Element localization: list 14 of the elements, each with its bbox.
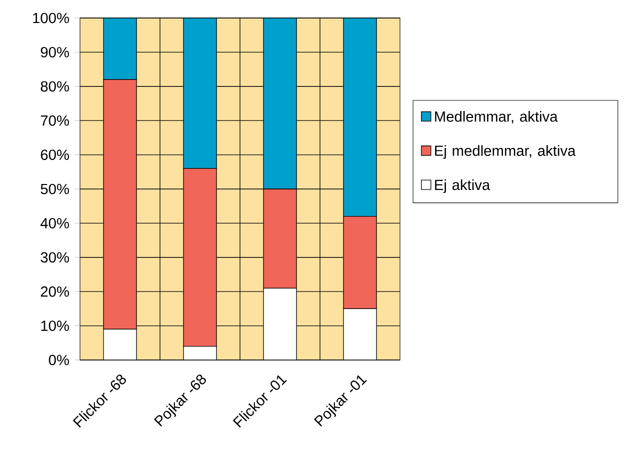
y-tick-label: 0% bbox=[48, 354, 69, 366]
y-tick-label: 40% bbox=[40, 218, 69, 228]
y-tick-label: 70% bbox=[40, 115, 69, 126]
y-tick-label: 100% bbox=[33, 12, 69, 24]
y-tick-label: 10% bbox=[41, 320, 69, 331]
y-tick-label: 30% bbox=[40, 252, 69, 263]
y-tick-label: 80% bbox=[40, 81, 69, 92]
y-tick-label: 20% bbox=[40, 286, 69, 297]
y-tick-label: 50% bbox=[40, 184, 69, 194]
legend-label: Medlemmar, aktiva bbox=[435, 111, 558, 124]
y-tick-label: 60% bbox=[40, 150, 69, 160]
legend-label: Ej aktiva bbox=[435, 179, 490, 193]
y-tick-label: 90% bbox=[40, 47, 69, 58]
legend-label: Ej medlemmar, aktiva bbox=[435, 145, 576, 159]
